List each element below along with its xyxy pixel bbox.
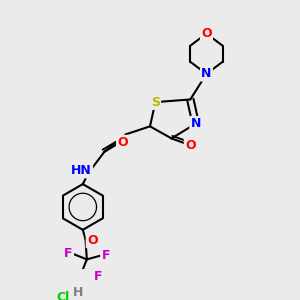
Text: F: F — [64, 248, 73, 260]
Text: F: F — [101, 249, 110, 262]
Text: O: O — [117, 136, 128, 149]
Text: O: O — [185, 139, 196, 152]
Text: H: H — [73, 286, 83, 299]
Text: Cl: Cl — [56, 291, 69, 300]
Text: N: N — [201, 68, 212, 80]
Text: S: S — [151, 96, 160, 109]
Text: N: N — [190, 117, 201, 130]
Text: F: F — [94, 270, 103, 283]
Text: HN: HN — [71, 164, 92, 177]
Text: O: O — [201, 27, 212, 40]
Text: O: O — [87, 234, 98, 247]
